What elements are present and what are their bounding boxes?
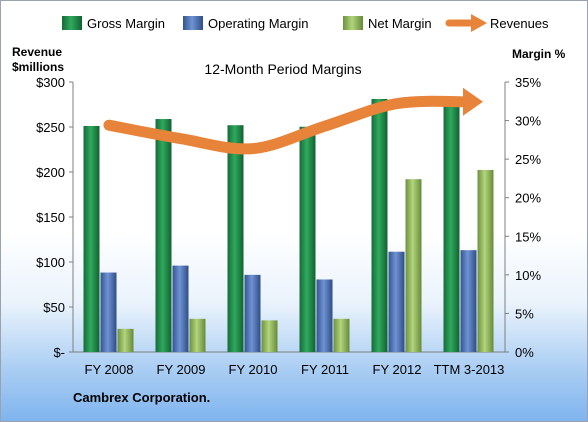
bar-operating-margin — [316, 279, 333, 352]
x-tick-label: FY 2012 — [373, 362, 422, 377]
footer-company: Cambrex Corporation. — [73, 390, 210, 405]
legend-swatch-revenues — [445, 14, 487, 32]
revenue-arrowhead — [463, 87, 483, 116]
left-tick-label: $250 — [36, 120, 65, 135]
legend-label-revenues: Revenues — [490, 16, 549, 31]
left-axis-label-line2: $millions — [12, 60, 64, 74]
bar-net-margin — [405, 179, 422, 352]
right-tick-label: 5% — [515, 306, 534, 321]
legend-label-operating-margin: Operating Margin — [208, 16, 308, 31]
x-tick-label: TTM 3-2013 — [434, 362, 505, 377]
bar-gross-margin — [227, 125, 244, 352]
left-tick-label: $100 — [36, 255, 65, 270]
legend-label-net-margin: Net Margin — [368, 16, 432, 31]
bar-operating-margin — [100, 272, 117, 352]
bar-gross-margin — [299, 126, 316, 352]
bar-gross-margin — [155, 119, 172, 353]
left-axis-label-line1: Revenue — [12, 45, 62, 59]
legend: Gross Margin Operating Margin Net Margin… — [62, 14, 549, 32]
right-tick-label: 0% — [515, 345, 534, 360]
right-tick-label: 30% — [515, 114, 541, 129]
legend-swatch-net-margin — [343, 16, 363, 30]
x-tick-label: FY 2011 — [301, 362, 349, 377]
legend-swatch-operating-margin — [183, 16, 203, 30]
revenue-line-group — [103, 87, 483, 155]
category-labels: FY 2008 FY 2009 FY 2010 FY 2011 FY 2012 TTM 3… — [85, 362, 505, 377]
bar-gross-margin — [83, 125, 100, 352]
left-tick-label: $50 — [43, 300, 65, 315]
legend-swatch-gross-margin — [62, 16, 82, 30]
revenue-line — [103, 95, 475, 155]
left-tick-label: $300 — [36, 75, 65, 90]
chart-title: 12-Month Period Margins — [204, 61, 361, 77]
bars — [83, 97, 494, 353]
right-tick-label: 25% — [515, 152, 541, 167]
bar-net-margin — [477, 169, 494, 352]
bar-net-margin — [117, 328, 134, 352]
right-tick-label: 15% — [515, 229, 541, 244]
left-tick-label: $200 — [36, 165, 65, 180]
x-tick-label: FY 2008 — [85, 362, 134, 377]
bar-gross-margin — [443, 97, 460, 352]
bar-net-margin — [261, 320, 278, 352]
bar-operating-margin — [172, 265, 189, 352]
bar-operating-margin — [388, 251, 405, 352]
bar-gross-margin — [371, 98, 388, 352]
bar-net-margin — [189, 318, 206, 352]
bar-net-margin — [333, 318, 350, 352]
axes: $- $50 $100 $150 $200 $250 $300 0% 5% 10% 15% 20% 25… — [36, 75, 541, 360]
legend-label-gross-margin: Gross Margin — [87, 16, 165, 31]
right-tick-label: 35% — [515, 75, 541, 90]
left-tick-label: $150 — [36, 210, 65, 225]
right-tick-label: 20% — [515, 191, 541, 206]
bar-operating-margin — [460, 250, 477, 352]
bar-operating-margin — [244, 274, 261, 352]
right-axis-label: Margin % — [512, 47, 566, 61]
right-tick-label: 10% — [515, 268, 541, 283]
x-tick-label: FY 2010 — [229, 362, 278, 377]
left-tick-label: $- — [53, 345, 65, 360]
x-tick-label: FY 2009 — [157, 362, 206, 377]
